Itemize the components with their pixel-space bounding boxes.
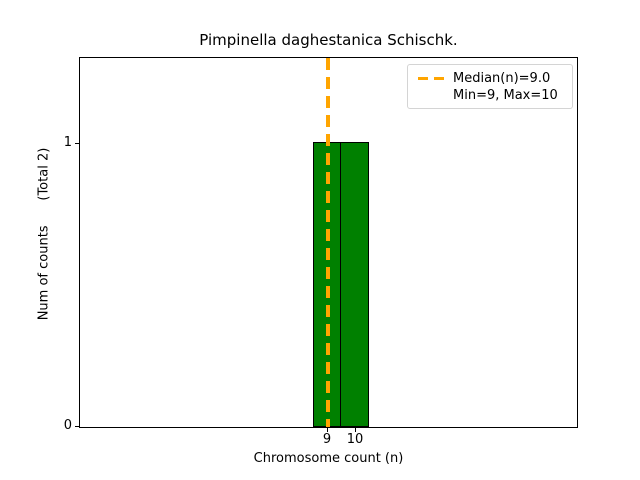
chart-title: Pimpinella daghestanica Schischk.: [199, 31, 458, 49]
legend-entry-median: Median(n)=9.0: [418, 70, 566, 87]
x-tick-mark-10: [355, 428, 356, 432]
x-tick-label-10: 10: [346, 432, 364, 447]
legend-label-minmax: Min=9, Max=10: [453, 88, 558, 103]
x-tick-label-9: 9: [322, 432, 332, 447]
histogram-bar-10: [340, 142, 369, 427]
legend-marker-spacer: [418, 94, 444, 97]
y-tick-mark-1: [75, 143, 79, 144]
y-tick-label-1: 1: [63, 135, 72, 150]
y-axis-label: Num of counts (Total 2): [36, 147, 52, 321]
legend-label-median: Median(n)=9.0: [453, 71, 551, 86]
y-tick-mark-0: [75, 426, 79, 427]
median-line: [326, 58, 330, 427]
legend-entry-minmax: Min=9, Max=10: [418, 87, 566, 104]
dashed-line-icon: [418, 77, 444, 80]
y-tick-label-0: 0: [63, 418, 72, 433]
x-axis-label: Chromosome count (n): [253, 451, 404, 466]
x-tick-mark-9: [327, 428, 328, 432]
legend: Median(n)=9.0 Min=9, Max=10: [407, 64, 573, 109]
